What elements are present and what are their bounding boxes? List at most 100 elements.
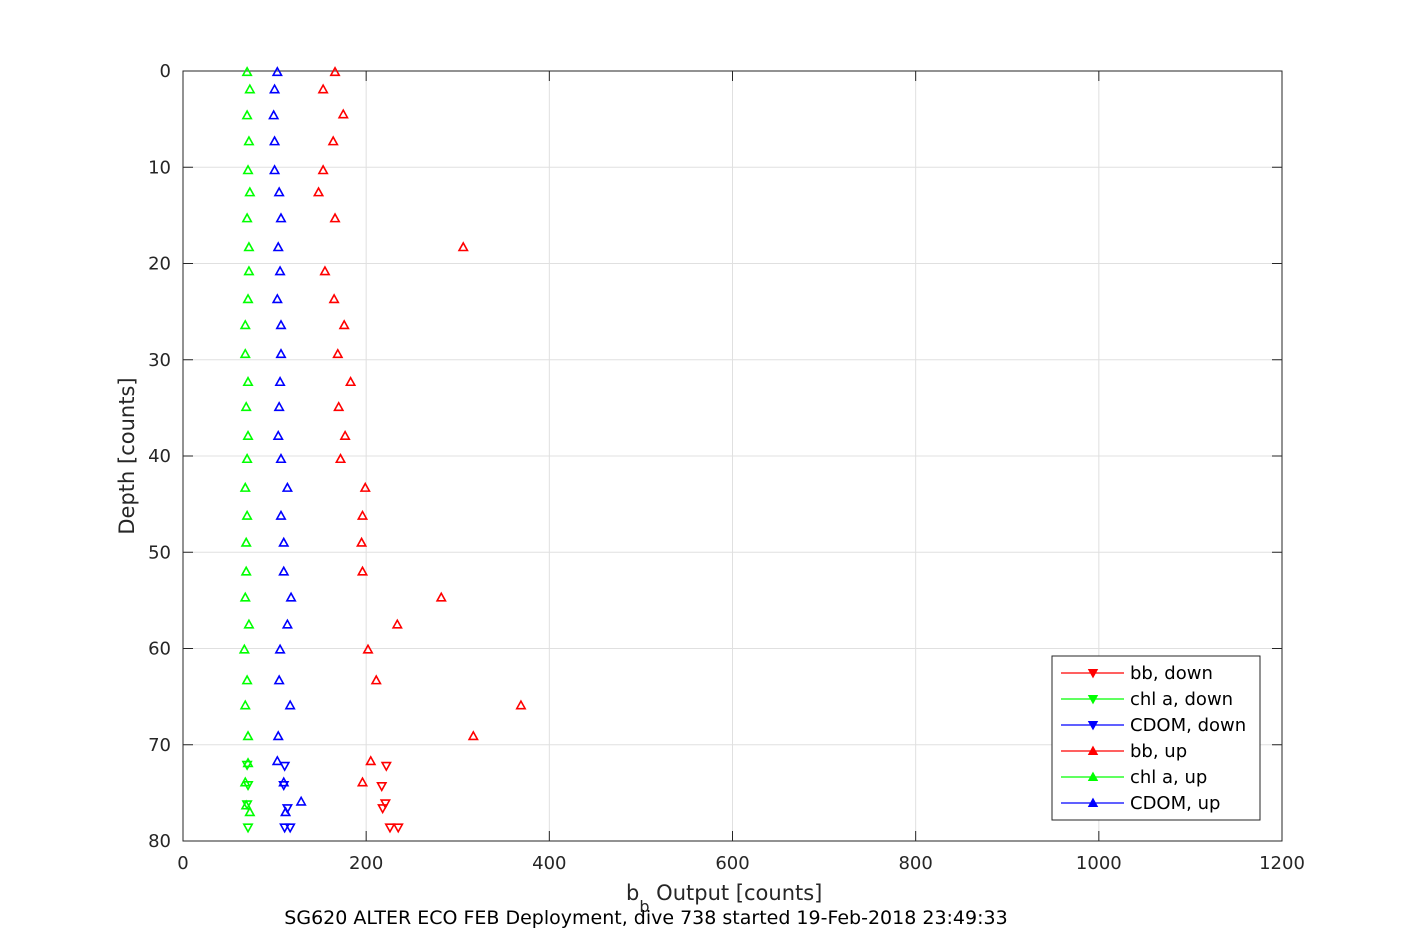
legend-label: bb, up: [1130, 741, 1187, 762]
data-point: [280, 806, 292, 817]
data-point: [295, 795, 307, 806]
legend-marker: [1087, 771, 1099, 781]
legend-entry: chl a, down: [1061, 689, 1233, 710]
y-tick-label: 40: [148, 446, 171, 467]
data-point: [239, 776, 251, 787]
y-tick-label: 50: [148, 542, 171, 563]
series-0: [376, 761, 404, 834]
data-point: [356, 776, 369, 787]
data-point: [312, 186, 325, 197]
data-point: [317, 83, 329, 94]
data-point: [275, 509, 287, 520]
x-axis-label-subscript: b: [639, 897, 649, 916]
data-point: [238, 643, 250, 654]
data-point: [243, 618, 255, 629]
data-point: [515, 699, 527, 710]
x-tick-label: 0: [177, 853, 188, 874]
x-tick-label: 1000: [1076, 853, 1122, 874]
y-tick-label: 20: [148, 254, 171, 275]
data-point: [275, 453, 287, 464]
data-point: [380, 761, 392, 772]
data-point: [271, 755, 283, 766]
data-point: [356, 509, 369, 520]
x-axis-label-rest: Output [counts]: [650, 881, 823, 905]
data-point: [243, 241, 255, 252]
x-tick-label: 200: [349, 853, 383, 874]
y-tick-label: 0: [160, 61, 171, 82]
data-point: [242, 376, 254, 387]
data-point: [272, 730, 284, 741]
y-tick-label: 30: [148, 350, 171, 371]
data-point: [269, 164, 281, 175]
data-point: [356, 565, 369, 576]
x-tick-label: 600: [715, 853, 749, 874]
legend-label: CDOM, down: [1130, 715, 1246, 736]
data-point: [356, 536, 368, 547]
legend-entry: chl a, up: [1061, 767, 1207, 788]
data-point: [271, 66, 283, 77]
data-point: [327, 135, 339, 146]
series-4: [238, 66, 256, 817]
data-point: [338, 319, 350, 330]
data-point: [244, 186, 256, 197]
legend-label: bb, down: [1130, 663, 1213, 684]
legend-label: chl a, up: [1130, 767, 1207, 788]
data-point: [243, 135, 255, 146]
data-point: [273, 674, 285, 685]
legend: bb, down chl a, down CDOM, down bb, up chl a…: [1051, 655, 1261, 821]
data-point: [274, 376, 286, 387]
data-point: [275, 212, 287, 223]
data-point: [244, 806, 256, 817]
data-point: [285, 591, 297, 602]
y-tick-label: 80: [148, 831, 171, 852]
data-point: [241, 509, 253, 520]
figure-caption: SG620 ALTER ECO FEB Deployment, dive 738…: [284, 907, 1007, 929]
data-point: [317, 164, 329, 175]
data-point: [339, 429, 351, 440]
data-point: [239, 591, 251, 602]
data-point: [284, 699, 296, 710]
data-point: [242, 429, 254, 440]
data-point: [337, 108, 349, 119]
data-point: [467, 730, 479, 741]
data-point: [319, 265, 331, 276]
data-point: [240, 536, 252, 547]
data-point: [241, 212, 253, 223]
data-point: [332, 348, 344, 359]
data-point: [239, 348, 251, 359]
data-point: [268, 109, 280, 120]
data-point: [243, 265, 255, 276]
x-tick-label: 400: [532, 853, 566, 874]
data-point: [278, 536, 290, 547]
data-point: [359, 481, 371, 492]
legend-box: [1051, 655, 1261, 821]
data-point: [275, 319, 287, 330]
y-tick-label: 70: [148, 735, 171, 756]
data-point: [241, 109, 253, 120]
data-point: [240, 799, 252, 810]
data-point: [274, 643, 286, 654]
data-point: [377, 804, 389, 815]
data-point: [279, 823, 291, 834]
x-axis-label: bb Output [counts]: [626, 881, 822, 916]
data-point: [281, 481, 293, 492]
data-point: [435, 591, 447, 602]
data-point: [281, 618, 293, 629]
data-point: [457, 241, 469, 252]
data-point: [240, 565, 252, 576]
data-point: [333, 401, 345, 412]
data-point: [242, 757, 254, 768]
data-point: [241, 674, 253, 685]
data-point: [329, 212, 341, 223]
legend-label: CDOM, up: [1130, 793, 1220, 814]
data-point: [269, 83, 281, 94]
data-markers: [238, 66, 527, 834]
legend-entry: CDOM, down: [1061, 715, 1246, 736]
legend-entry: bb, up: [1061, 741, 1187, 762]
legend-marker: [1087, 669, 1099, 679]
data-point: [242, 293, 254, 304]
data-point: [328, 293, 340, 304]
data-point: [239, 699, 251, 710]
data-point: [271, 293, 283, 304]
